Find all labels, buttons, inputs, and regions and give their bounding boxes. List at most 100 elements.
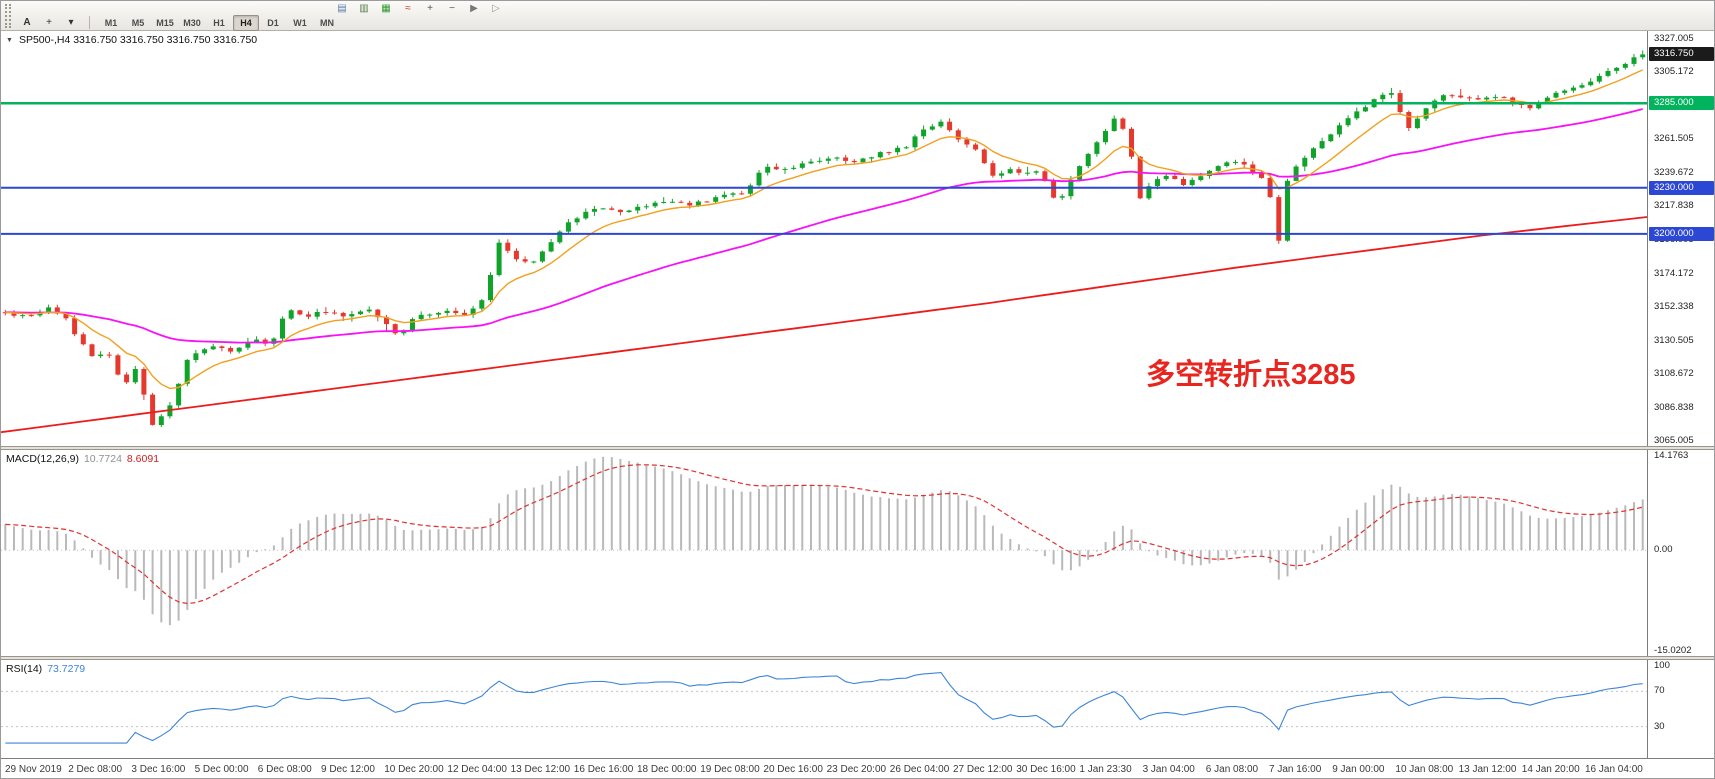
price-axis-label: 3217.838	[1654, 200, 1694, 212]
rsi-axis-label: 100	[1654, 660, 1670, 671]
price-axis-label: 3086.838	[1654, 401, 1694, 413]
level-price-box: 3285.000	[1649, 96, 1714, 111]
horizontal-level-lines[interactable]	[1, 101, 1647, 235]
timeframe-button-m30[interactable]: M30	[179, 15, 205, 31]
ohlc-text: SP500-,H4 3316.750 3316.750 3316.750 331…	[18, 34, 258, 46]
timeframe-button-w1[interactable]: W1	[287, 15, 313, 31]
macd-title: MACD(12,26,9)	[6, 453, 79, 465]
toolbar-row-top: ▤ ▥ ▦ ≈ + − ▶ ▷	[17, 1, 1714, 14]
time-axis-label: 9 Dec 12:00	[321, 764, 375, 775]
candlestick-chart-icon[interactable]: ▦	[381, 3, 391, 14]
time-axis-label: 20 Dec 16:00	[763, 764, 823, 775]
time-axis-label: 3 Jan 04:00	[1142, 764, 1195, 775]
timeframe-button-d1[interactable]: D1	[260, 15, 286, 31]
time-axis-label: 1 Jan 23:30	[1079, 764, 1132, 775]
time-axis-label: 14 Jan 20:00	[1521, 764, 1580, 775]
time-axis-label: 18 Dec 00:00	[637, 764, 697, 775]
time-axis-label: 16 Jan 04:00	[1585, 764, 1643, 775]
macd-signal-value: 8.6091	[126, 453, 160, 465]
timeframe-button-h1[interactable]: H1	[206, 15, 232, 31]
time-axis-label: 10 Jan 08:00	[1395, 764, 1454, 775]
text-label-tool[interactable]: A	[17, 15, 37, 30]
price-axis-label: 3305.172	[1654, 66, 1694, 78]
zoom-out-icon[interactable]: −	[449, 3, 455, 14]
timeframe-button-m1[interactable]: M1	[98, 15, 124, 31]
line-chart-icon[interactable]: ≈	[405, 3, 411, 14]
chart-tools-icon-group: ▤ ▥ ▦ ≈ + − ▶ ▷	[335, 4, 503, 14]
current-price-box: 3316.750	[1649, 47, 1714, 62]
toolbar-grip[interactable]	[5, 4, 11, 28]
objects-dropdown[interactable]: ▾	[61, 15, 81, 30]
macd-axis-label: 0.00	[1654, 544, 1673, 556]
time-axis-label: 16 Dec 16:00	[573, 764, 634, 775]
timeframe-button-m15[interactable]: M15	[152, 15, 178, 31]
time-axis-label: 10 Dec 20:00	[384, 764, 444, 775]
macd-axis-label: -15.0202	[1654, 645, 1692, 656]
rsi-chart-canvas[interactable]	[1, 660, 1647, 758]
macd-signal-line	[5, 464, 1643, 605]
time-axis-label: 26 Dec 04:00	[889, 764, 950, 775]
macd-chart-canvas[interactable]	[1, 450, 1647, 656]
time-axis-label: 29 Nov 2019	[5, 764, 62, 775]
toolbar-row-bottom: A + ▾ M1 M5 M15 M30 H1 H4 D1 W1 MN	[17, 14, 1714, 31]
macd-axis[interactable]: 14.1763 0.00 -15.0202	[1647, 450, 1714, 656]
level-price-box: 3200.000	[1649, 226, 1714, 241]
price-axis-label: 3108.672	[1654, 368, 1694, 380]
chart-shift-icon[interactable]: ▷	[492, 3, 500, 14]
time-axis-label: 7 Jan 16:00	[1269, 764, 1322, 775]
auto-scroll-icon[interactable]: ▶	[470, 3, 478, 14]
rsi-header: RSI(14) 73.7279	[6, 663, 85, 675]
rsi-title: RSI(14)	[6, 663, 43, 675]
price-chart-canvas[interactable]	[1, 31, 1647, 446]
chart-ohlc-header: ▼ SP500-,H4 3316.750 3316.750 3316.750 3…	[6, 34, 257, 46]
macd-header: MACD(12,26,9) 10.7724 8.6091	[6, 453, 159, 465]
rsi-axis-label: 70	[1654, 685, 1665, 697]
price-axis-label: 3065.005	[1654, 435, 1694, 447]
timeframe-button-group: M1 M5 M15 M30 H1 H4 D1 W1 MN	[98, 14, 340, 31]
candles-layer	[2, 50, 1646, 428]
price-axis-label: 3174.172	[1654, 267, 1694, 279]
zoom-in-icon[interactable]: +	[427, 3, 433, 14]
ma-slow-line	[1, 216, 1647, 434]
main-toolbar: ▤ ▥ ▦ ≈ + − ▶ ▷ A + ▾ M1 M5 M15 M30 H1 H4 D1 W1 MN	[1, 1, 1714, 31]
panel-splitter[interactable]	[1, 656, 1714, 660]
time-axis[interactable]: 29 Nov 2019 2 Dec 08:00 3 Dec 16:00 5 Dec 0…	[1, 758, 1714, 778]
rsi-value: 73.7279	[47, 663, 86, 675]
new-chart-icon[interactable]: ▤	[337, 3, 347, 14]
price-axis-label: 3261.505	[1654, 133, 1694, 145]
panel-splitter[interactable]	[1, 446, 1714, 450]
price-axis-label: 3152.338	[1654, 301, 1694, 313]
rsi-axis-label: 30	[1654, 720, 1665, 732]
time-axis-label: 19 Dec 08:00	[700, 764, 760, 775]
bar-chart-icon[interactable]: ▥	[359, 3, 369, 14]
macd-main-value: 10.7724	[83, 453, 122, 465]
one-click-collapse-icon[interactable]: ▼	[6, 36, 13, 44]
ma-fast-line	[5, 69, 1643, 390]
price-panel: ▼ SP500-,H4 3316.750 3316.750 3316.750 3…	[1, 31, 1714, 446]
price-axis-label: 3239.672	[1654, 166, 1694, 178]
time-axis-label: 3 Dec 16:00	[131, 764, 186, 775]
time-axis-label: 23 Dec 20:00	[826, 764, 887, 775]
time-axis-label: 6 Dec 08:00	[257, 764, 312, 775]
time-axis-label: 9 Jan 00:00	[1332, 764, 1385, 775]
drawing-tools-group: A + ▾	[17, 15, 81, 30]
macd-axis-label: 14.1763	[1654, 450, 1689, 461]
time-axis-label: 13 Dec 12:00	[510, 764, 571, 775]
time-axis-label: 27 Dec 12:00	[953, 764, 1013, 775]
macd-panel: MACD(12,26,9) 10.7724 8.6091 14.1763 0.00…	[1, 450, 1714, 656]
time-axis-label: 30 Dec 16:00	[1016, 764, 1076, 775]
price-axis-label: 3327.005	[1654, 32, 1694, 44]
time-axis-label: 6 Jan 08:00	[1205, 764, 1259, 775]
toolbar-separator	[89, 16, 90, 29]
time-axis-label: 13 Jan 12:00	[1458, 764, 1517, 775]
chart-text-annotation[interactable]: 多空转折点3285	[1146, 359, 1356, 391]
time-axis-label: 5 Dec 00:00	[194, 764, 249, 775]
rsi-line	[5, 672, 1643, 744]
rsi-axis[interactable]: 100 70 30	[1647, 660, 1714, 758]
crosshair-tool[interactable]: +	[39, 15, 59, 30]
timeframe-button-h4[interactable]: H4	[233, 14, 259, 31]
price-axis[interactable]: 3327.0053305.1723283.3383261.5053239.672…	[1647, 31, 1714, 447]
timeframe-button-mn[interactable]: MN	[314, 15, 340, 31]
timeframe-button-m5[interactable]: M5	[125, 15, 151, 31]
